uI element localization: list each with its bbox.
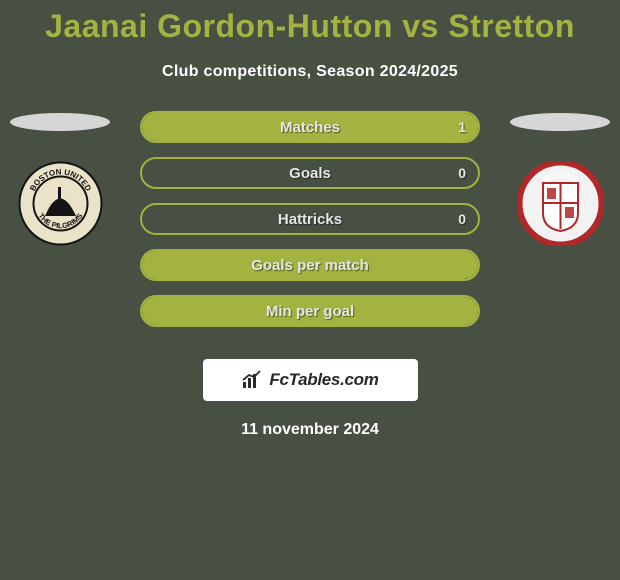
stat-row: Min per goal — [140, 295, 480, 327]
left-player-oval — [10, 113, 110, 131]
stat-row: Hattricks 0 — [140, 203, 480, 235]
stat-label: Goals — [289, 165, 331, 182]
woking-badge-icon: WOKING — [518, 161, 603, 246]
chart-icon — [241, 370, 263, 390]
subtitle: Club competitions, Season 2024/2025 — [0, 63, 620, 81]
page-title: Jaanai Gordon-Hutton vs Stretton — [0, 0, 620, 45]
stat-row: Matches 1 — [140, 111, 480, 143]
boston-united-badge-icon: BOSTON UNITED THE PILGRIMS — [18, 161, 103, 246]
stat-label: Min per goal — [266, 303, 354, 320]
stat-label: Hattricks — [278, 211, 342, 228]
stat-rows: Matches 1 Goals 0 Hattricks 0 Goals per match M… — [140, 111, 480, 327]
stat-label: Goals per match — [251, 257, 369, 274]
stat-value-right: 0 — [458, 211, 466, 227]
stat-value-right: 1 — [458, 119, 466, 135]
stat-value-right: 0 — [458, 165, 466, 181]
right-club-badge: WOKING — [518, 161, 603, 246]
left-club-column: BOSTON UNITED THE PILGRIMS — [5, 111, 115, 246]
brand-logo: FcTables.com — [203, 359, 418, 401]
date-text: 11 november 2024 — [0, 421, 620, 439]
right-player-oval — [510, 113, 610, 131]
stat-row: Goals per match — [140, 249, 480, 281]
comparison-area: BOSTON UNITED THE PILGRIMS WOKING Matche… — [0, 111, 620, 341]
stat-label: Matches — [280, 119, 340, 136]
stat-row: Goals 0 — [140, 157, 480, 189]
left-club-badge: BOSTON UNITED THE PILGRIMS — [18, 161, 103, 246]
right-club-column: WOKING — [505, 111, 615, 246]
brand-text: FcTables.com — [269, 370, 378, 390]
